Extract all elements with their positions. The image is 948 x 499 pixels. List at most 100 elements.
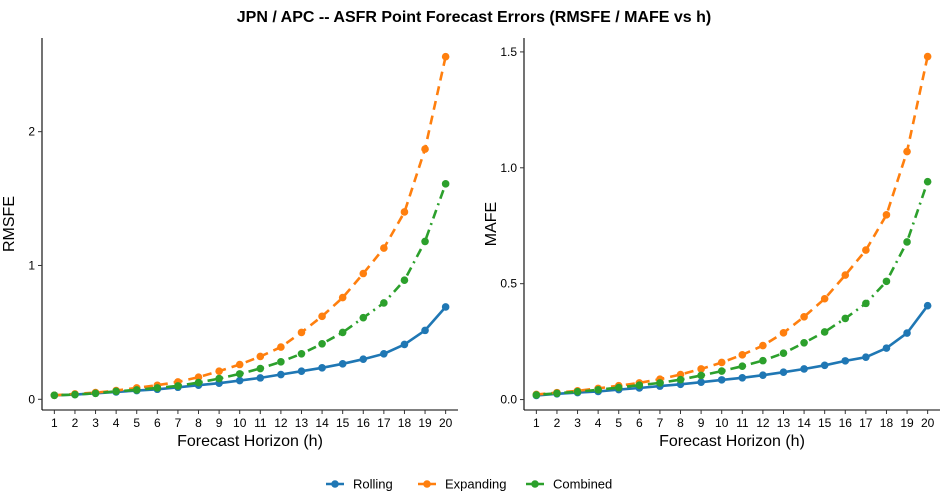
mafe-expanding-line <box>536 56 929 396</box>
mafe-combined-point <box>779 349 788 358</box>
mafe-rolling-point <box>800 365 808 373</box>
mafe-rolling-line <box>536 304 929 397</box>
rmsfe-y-axis-title: RMSFE <box>1 196 18 252</box>
rmsfe-combined-point <box>235 370 244 378</box>
mafe-expanding-point <box>820 294 829 303</box>
mafe-rolling-point <box>759 371 767 380</box>
rmsfe-expanding-point <box>297 328 306 337</box>
rmsfe-rolling-point <box>318 364 326 372</box>
mafe-x-tick-label: 20 <box>921 416 935 430</box>
rmsfe-rolling-point <box>380 349 388 358</box>
mafe-expanding-point <box>923 52 932 61</box>
mafe-expanding-point <box>738 351 747 359</box>
legend-expanding-label: Expanding <box>445 477 506 492</box>
mafe-expanding-point <box>862 246 870 254</box>
rmsfe-rolling-point <box>297 367 306 375</box>
rmsfe-expanding-point <box>338 293 347 302</box>
rmsfe-combined-point <box>132 386 141 394</box>
mafe-expanding-point <box>779 329 788 337</box>
rmsfe-combined-point <box>91 389 100 398</box>
rmsfe-x-tick-label: 16 <box>357 416 371 430</box>
rmsfe-x-tick-label: 9 <box>216 416 223 430</box>
rmsfe-x-tick-label: 6 <box>154 416 161 430</box>
rmsfe-combined-point <box>318 339 326 348</box>
mafe-x-tick-label: 12 <box>756 416 770 430</box>
mafe-combined-line <box>536 181 929 397</box>
rmsfe-combined-point <box>338 328 347 337</box>
rmsfe-combined-point <box>215 374 223 383</box>
mafe-combined-point <box>697 371 705 380</box>
mafe-combined-point <box>635 381 644 390</box>
mafe-x-tick-label: 14 <box>797 416 811 430</box>
mafe-combined-point <box>594 386 602 394</box>
rmsfe-combined-point <box>380 299 388 307</box>
mafe-combined-point <box>553 389 561 398</box>
mafe-expanding-point <box>717 358 726 367</box>
mafe-combined-point <box>882 277 891 286</box>
rmsfe-expanding-point <box>380 244 388 252</box>
rmsfe-combined-point <box>297 349 306 358</box>
rmsfe-combined-line <box>54 183 447 397</box>
rmsfe-combined-point <box>277 358 285 366</box>
mafe-x-axis-title: Forecast Horizon (h) <box>659 433 805 450</box>
rmsfe-expanding-point <box>194 373 203 382</box>
rmsfe-rolling-line <box>54 306 447 397</box>
rmsfe-combined-point <box>421 237 429 246</box>
rmsfe-combined-point <box>153 384 162 392</box>
mafe-x-tick-label: 1 <box>533 416 540 430</box>
mafe-x-tick-label: 9 <box>698 416 705 430</box>
mafe-combined-point <box>862 299 870 308</box>
rmsfe-expanding-point <box>400 208 409 216</box>
mafe-rolling-point <box>697 378 705 386</box>
rmsfe-x-tick-label: 19 <box>418 416 432 430</box>
rmsfe-combined-point <box>112 387 120 396</box>
mafe-rolling-point <box>882 344 891 352</box>
rmsfe-combined-point <box>194 378 203 387</box>
legend-combined-marker <box>531 480 539 488</box>
rmsfe-combined-point <box>71 390 79 399</box>
rmsfe-y-tick-label: 1 <box>28 258 35 272</box>
chart-title: JPN / APC -- ASFR Point Forecast Errors … <box>237 9 711 26</box>
mafe-combined-point <box>738 362 747 370</box>
mafe-combined-point <box>820 328 829 336</box>
rmsfe-x-tick-label: 2 <box>72 416 79 430</box>
rmsfe-combined-point <box>441 180 450 188</box>
mafe-x-tick-label: 17 <box>859 416 873 430</box>
mafe-combined-point <box>841 314 850 323</box>
rmsfe-y-tick-label: 0 <box>28 392 35 406</box>
mafe-x-tick-label: 13 <box>777 416 791 430</box>
mafe-combined-point <box>759 356 767 365</box>
mafe-y-axis-title: MAFE <box>483 202 500 246</box>
mafe-y-tick-label: 0.0 <box>500 393 517 407</box>
legend-rolling-marker <box>331 480 339 488</box>
mafe-combined-point <box>614 383 623 392</box>
rmsfe-x-tick-label: 4 <box>113 416 120 430</box>
rmsfe-x-tick-label: 7 <box>175 416 182 430</box>
mafe-rolling-point <box>923 301 932 310</box>
mafe-rolling-point <box>841 357 850 365</box>
mafe-rolling-point <box>779 368 788 377</box>
mafe-expanding-point <box>759 341 767 350</box>
rmsfe-x-tick-label: 1 <box>51 416 58 430</box>
rmsfe-expanding-point <box>359 269 368 278</box>
rmsfe-rolling-point <box>441 303 450 311</box>
mafe-expanding-point <box>882 211 891 219</box>
rmsfe-x-tick-label: 13 <box>295 416 309 430</box>
mafe-rolling-point <box>717 376 726 384</box>
rmsfe-x-tick-label: 11 <box>254 416 267 430</box>
mafe-rolling-point <box>738 373 747 382</box>
mafe-x-tick-label: 18 <box>880 416 894 430</box>
mafe-combined-point <box>903 238 911 246</box>
mafe-combined-point <box>800 338 808 347</box>
rmsfe-expanding-point <box>235 360 244 369</box>
mafe-panel: 0.00.51.01.51 2 3 4 5 6 7 8 9 10 11 12 13 14 15 16 17 18 1… <box>483 38 940 450</box>
rmsfe-rolling-point <box>338 360 347 368</box>
rmsfe-rolling-point <box>359 355 368 363</box>
mafe-expanding-point <box>697 365 705 373</box>
mafe-combined-point <box>676 375 685 384</box>
mafe-x-tick-label: 5 <box>615 416 622 430</box>
mafe-x-tick-label: 6 <box>636 416 643 430</box>
mafe-combined-point <box>656 379 664 387</box>
